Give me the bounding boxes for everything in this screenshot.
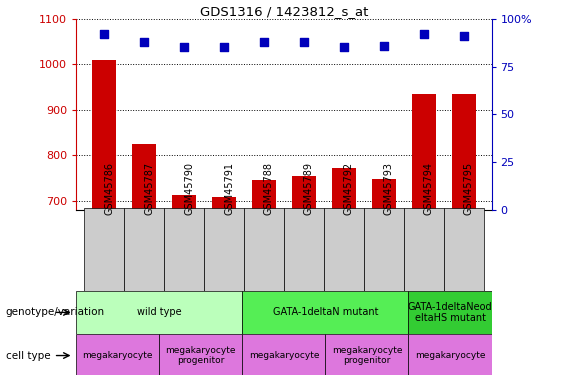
Text: megakaryocyte: megakaryocyte: [82, 351, 153, 360]
Text: GSM45786: GSM45786: [104, 162, 114, 215]
Text: GSM45789: GSM45789: [304, 162, 314, 215]
Bar: [412, 94, 436, 210]
Text: GSM45787: GSM45787: [144, 162, 154, 215]
Text: GSM45793: GSM45793: [384, 162, 394, 215]
Text: GSM45792: GSM45792: [344, 162, 354, 215]
Text: wild type: wild type: [137, 308, 181, 317]
Text: GATA-1deltaN mutant: GATA-1deltaN mutant: [273, 308, 378, 317]
Bar: [372, 179, 396, 210]
Point: [99, 31, 108, 37]
Text: GSM45791: GSM45791: [224, 162, 234, 215]
Title: GDS1316 / 1423812_s_at: GDS1316 / 1423812_s_at: [199, 4, 368, 18]
Bar: [76, 291, 242, 334]
Bar: [242, 334, 325, 375]
Text: megakaryocyte: megakaryocyte: [415, 351, 485, 360]
Point: [140, 39, 149, 45]
Point: [379, 42, 388, 48]
Text: cell type: cell type: [6, 351, 50, 360]
Bar: [451, 94, 476, 210]
Bar: [244, 209, 284, 291]
Bar: [292, 176, 316, 210]
Bar: [124, 209, 164, 291]
Point: [299, 39, 308, 45]
Bar: [325, 334, 408, 375]
Bar: [132, 144, 156, 210]
Point: [459, 33, 468, 39]
Bar: [332, 168, 356, 210]
Text: genotype/variation: genotype/variation: [6, 308, 105, 317]
Point: [259, 39, 268, 45]
Bar: [364, 209, 404, 291]
Bar: [242, 291, 408, 334]
Text: megakaryocyte
progenitor: megakaryocyte progenitor: [166, 346, 236, 365]
Bar: [212, 197, 236, 210]
Bar: [444, 209, 484, 291]
Bar: [164, 209, 204, 291]
Bar: [92, 60, 116, 210]
Bar: [159, 334, 242, 375]
Bar: [404, 209, 444, 291]
Text: GSM45795: GSM45795: [464, 162, 473, 215]
Bar: [324, 209, 364, 291]
Bar: [204, 209, 244, 291]
Text: megakaryocyte
progenitor: megakaryocyte progenitor: [332, 346, 402, 365]
Bar: [408, 291, 492, 334]
Bar: [76, 334, 159, 375]
Point: [419, 31, 428, 37]
Text: GSM45794: GSM45794: [424, 162, 434, 215]
Text: GSM45790: GSM45790: [184, 162, 194, 215]
Bar: [284, 209, 324, 291]
Text: GSM45788: GSM45788: [264, 162, 274, 215]
Bar: [252, 180, 276, 210]
Point: [219, 45, 228, 51]
Bar: [408, 334, 492, 375]
Bar: [172, 195, 196, 210]
Text: GATA-1deltaNeod
eltaHS mutant: GATA-1deltaNeod eltaHS mutant: [408, 302, 492, 323]
Bar: [84, 209, 124, 291]
Text: megakaryocyte: megakaryocyte: [249, 351, 319, 360]
Point: [340, 45, 349, 51]
Point: [180, 45, 189, 51]
